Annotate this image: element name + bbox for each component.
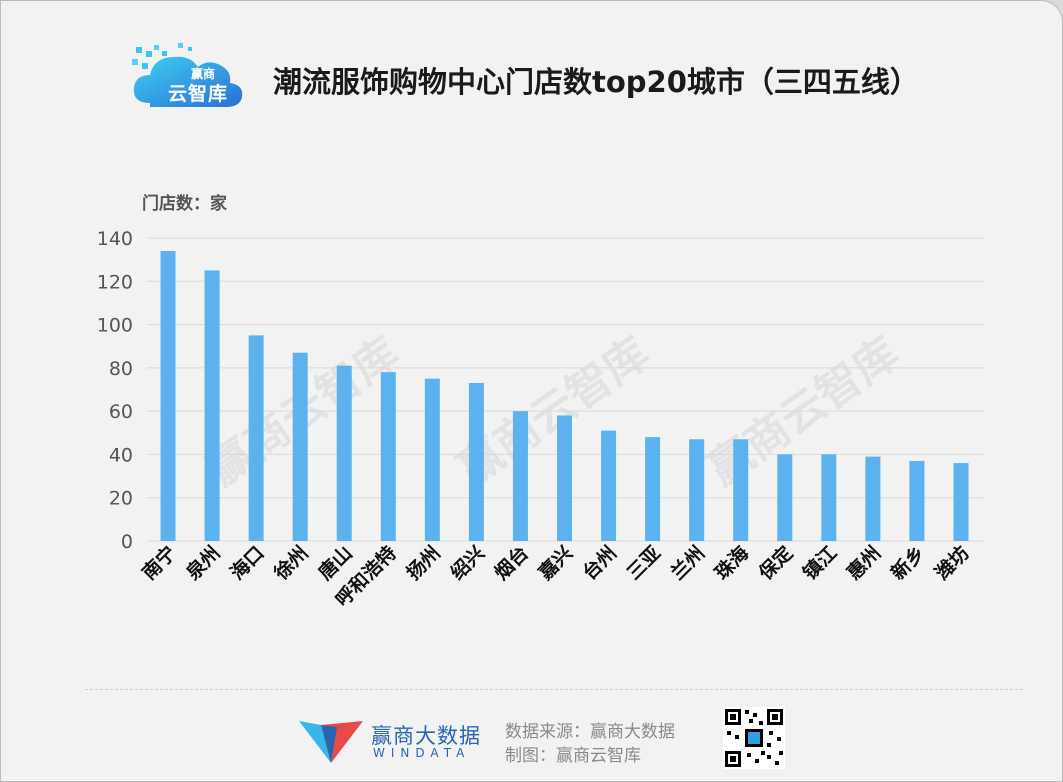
brand-name-cn: 赢商大数据 (371, 724, 481, 748)
x-tick-label: 海口 (226, 541, 269, 584)
x-tick-label: 绍兴 (446, 541, 489, 584)
y-tick-label: 100 (97, 315, 133, 337)
bar (557, 415, 572, 541)
bar (645, 437, 661, 541)
bar (909, 460, 925, 541)
cloud-logo-icon (132, 43, 243, 107)
y-tick-label: 60 (109, 401, 133, 423)
y-tick-label: 40 (109, 444, 133, 466)
y-tick-label: 140 (97, 228, 133, 250)
data-source-text: 数据来源：赢商大数据 (505, 722, 675, 742)
bar (424, 378, 440, 541)
x-tick-label: 保定 (753, 541, 797, 585)
x-tick-label: 南宁 (137, 541, 180, 584)
bar (468, 383, 484, 541)
footer-divider (85, 689, 1023, 690)
bar (601, 430, 617, 541)
bar (160, 250, 176, 541)
bar (865, 456, 881, 541)
logo-main-text: 云智库 (168, 83, 229, 105)
bar (512, 411, 528, 541)
bar (777, 454, 793, 541)
brand-name-en: WINDATA (373, 746, 471, 760)
bar (733, 439, 749, 541)
y-tick-label: 120 (97, 271, 133, 293)
y-tick-label: 0 (121, 531, 133, 553)
bar (248, 335, 264, 541)
bar (689, 439, 705, 541)
x-tick-label: 珠海 (710, 541, 753, 584)
x-tick-label: 镇江 (798, 541, 841, 584)
x-tick-label: 烟台 (490, 541, 533, 584)
bar (336, 365, 352, 541)
x-tick-label: 台州 (578, 541, 621, 584)
page-title: 潮流服饰购物中心门店数top20城市（三四五线） (273, 65, 919, 99)
y-tick-label: 80 (109, 358, 133, 380)
y-tick-label: 20 (109, 488, 133, 510)
x-tick-label: 兰州 (666, 541, 709, 584)
logo-small-text: 赢商 (191, 67, 216, 81)
x-tick-label: 惠州 (843, 542, 885, 584)
windata-logo-icon (299, 721, 363, 763)
bar (821, 454, 837, 541)
y-axis-unit-label: 门店数：家 (142, 194, 227, 214)
bar (380, 372, 396, 541)
x-tick-label: 三亚 (623, 542, 665, 584)
bar (292, 352, 308, 541)
x-tick-label: 潍坊 (930, 541, 974, 585)
x-tick-label: 徐州 (269, 541, 313, 585)
bar (953, 463, 969, 541)
x-tick-label: 泉州 (181, 541, 225, 585)
chart-credit-text: 制图：赢商云智库 (505, 746, 641, 766)
x-tick-label: 嘉兴 (534, 542, 577, 585)
x-tick-label: 新乡 (886, 541, 929, 584)
bar (204, 270, 220, 541)
x-tick-label: 扬州 (402, 541, 445, 584)
qr-code-icon (723, 707, 785, 769)
